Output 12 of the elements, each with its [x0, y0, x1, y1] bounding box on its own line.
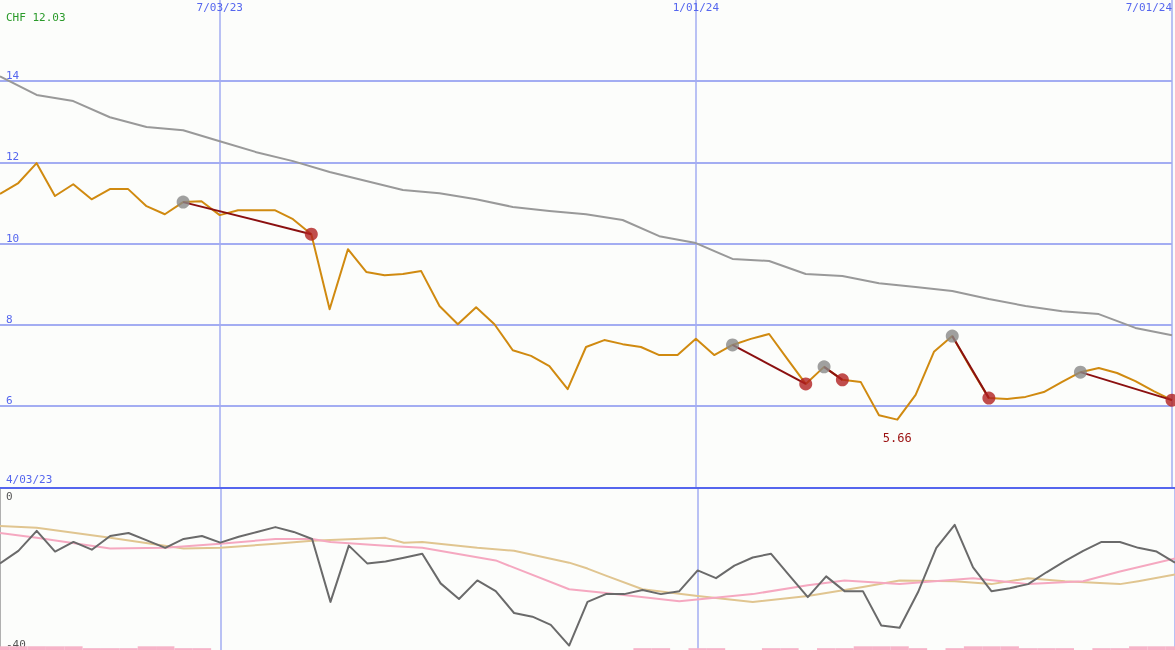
y-tick-label: 10	[6, 231, 20, 245]
x-tick-label: 7/03/23	[196, 1, 243, 14]
y-tick-label: 14	[6, 69, 20, 83]
y-tick-label: 12	[6, 150, 20, 164]
annotation: 5.66	[882, 430, 912, 445]
x-tick-label: 1/01/24	[672, 1, 720, 14]
x-tick-label: 7/01/24	[1125, 1, 1173, 14]
y-tick-label: 8	[6, 312, 13, 326]
annotation: 4/03/23	[6, 473, 53, 486]
y-tick-label: 6	[6, 393, 13, 407]
y-tick-label: 0	[6, 489, 13, 503]
annotation: CHF 12.03	[6, 11, 66, 24]
